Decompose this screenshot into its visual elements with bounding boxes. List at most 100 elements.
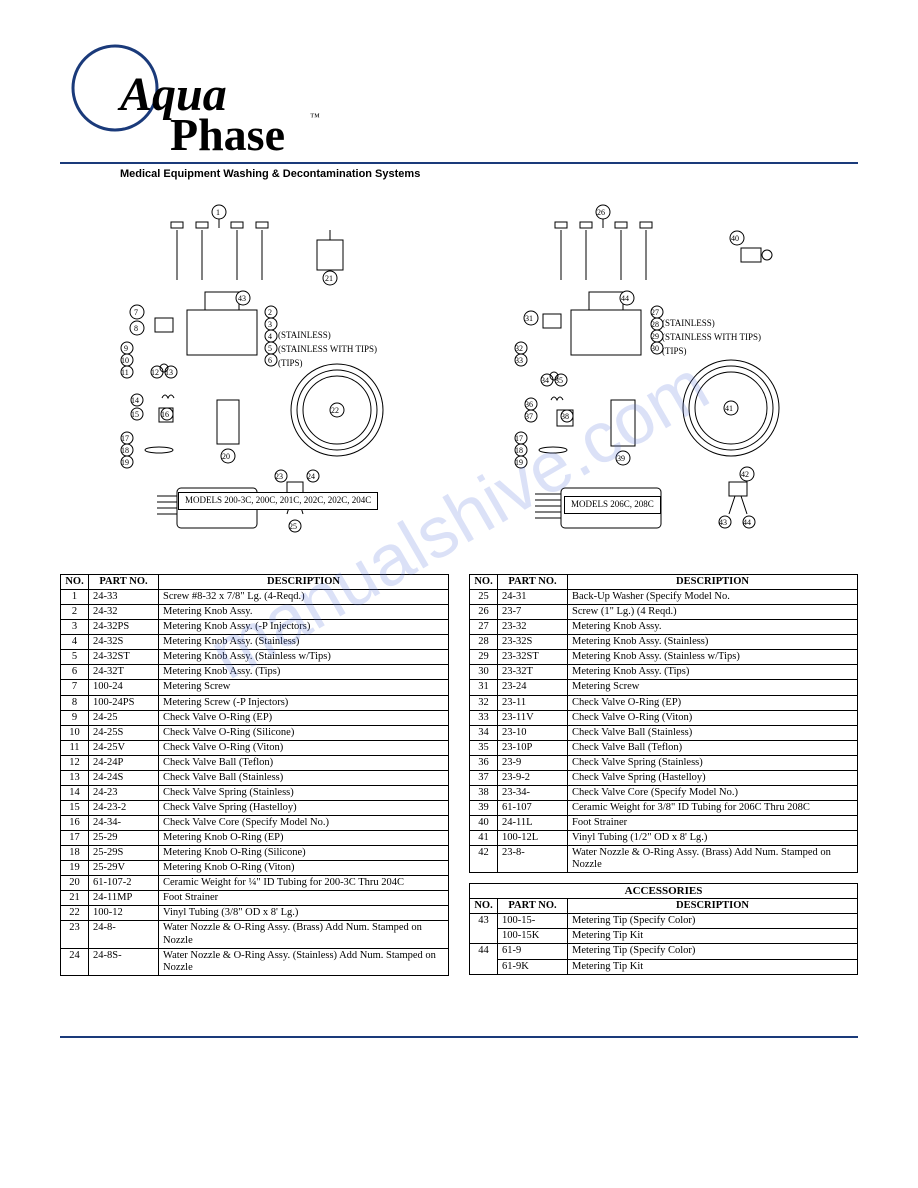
svg-text:2: 2: [268, 308, 272, 317]
label-stainless-tips: (STAINLESS WITH TIPS): [278, 344, 377, 354]
table-row: 2923-32STMetering Knob Assy. (Stainless …: [470, 650, 858, 665]
cell-no: 21: [61, 891, 89, 906]
cell-no: 4: [61, 635, 89, 650]
table-row: 1424-23Check Valve Spring (Stainless): [61, 785, 449, 800]
cell-no: 25: [470, 590, 498, 605]
table-row: 1825-29SMetering Knob O-Ring (Silicone): [61, 846, 449, 861]
table-row: 2424-8S-Water Nozzle & O-Ring Assy. (Sta…: [61, 948, 449, 975]
svg-text:4: 4: [268, 332, 272, 341]
cell-partno: 23-10P: [498, 740, 568, 755]
cell-desc: Check Valve Ball (Stainless): [159, 770, 449, 785]
svg-text:44: 44: [621, 294, 629, 303]
cell-partno: 61-107-2: [89, 876, 159, 891]
table-row: 1524-23-2Check Valve Spring (Hastelloy): [61, 800, 449, 815]
cell-desc: Ceramic Weight for 3/8" ID Tubing for 20…: [568, 800, 858, 815]
table-row: 1925-29VMetering Knob O-Ring (Viton): [61, 861, 449, 876]
svg-text:18: 18: [515, 446, 523, 455]
cell-desc: Vinyl Tubing (1/2" OD x 8' Lg.): [568, 831, 858, 846]
cell-partno: 24-11L: [498, 816, 568, 831]
cell-no: 32: [470, 695, 498, 710]
cell-no: 7: [61, 680, 89, 695]
col-pn: PART NO.: [498, 899, 568, 914]
table-row: 1725-29Metering Knob O-Ring (EP): [61, 831, 449, 846]
cell-no: 30: [470, 665, 498, 680]
cell-no: 42: [470, 846, 498, 873]
cell-desc: Metering Knob Assy.: [159, 605, 449, 620]
table-row: 624-32TMetering Knob Assy. (Tips): [61, 665, 449, 680]
cell-desc: Metering Tip Kit: [568, 959, 858, 974]
cell-no: 8: [61, 695, 89, 710]
cell-partno: 23-11V: [498, 710, 568, 725]
svg-text:14: 14: [131, 396, 139, 405]
cell-partno: 23-11: [498, 695, 568, 710]
cell-no: 29: [470, 650, 498, 665]
cell-partno: 23-9-2: [498, 770, 568, 785]
cell-no: 33: [470, 710, 498, 725]
cell-partno: 24-32S: [89, 635, 159, 650]
cell-desc: Back-Up Washer (Specify Model No.: [568, 590, 858, 605]
cell-partno: 24-24P: [89, 755, 159, 770]
table-row: 1624-34-Check Valve Core (Specify Model …: [61, 816, 449, 831]
table-row: 524-32STMetering Knob Assy. (Stainless w…: [61, 650, 449, 665]
table-row: 324-32PSMetering Knob Assy. (-P Injector…: [61, 620, 449, 635]
cell-no: 19: [61, 861, 89, 876]
label-tips-r: (TIPS): [662, 346, 687, 356]
cell-desc: Metering Knob Assy. (Stainless w/Tips): [159, 650, 449, 665]
cell-partno: 24-23: [89, 785, 159, 800]
cell-desc: Metering Knob O-Ring (Viton): [159, 861, 449, 876]
svg-text:25: 25: [289, 522, 297, 531]
table-row: 100-15KMetering Tip Kit: [470, 929, 858, 944]
cell-desc: Check Valve O-Ring (EP): [568, 695, 858, 710]
col-desc: DESCRIPTION: [568, 575, 858, 590]
cell-no: 39: [470, 800, 498, 815]
cell-desc: Check Valve O-Ring (EP): [159, 710, 449, 725]
svg-text:42: 42: [741, 470, 749, 479]
cell-desc: Metering Screw: [568, 680, 858, 695]
label-tips: (TIPS): [278, 358, 303, 368]
cell-desc: Foot Strainer: [159, 891, 449, 906]
svg-text:27: 27: [651, 308, 659, 317]
svg-text:19: 19: [121, 458, 129, 467]
cell-no: 35: [470, 740, 498, 755]
cell-desc: Check Valve O-Ring (Viton): [568, 710, 858, 725]
svg-text:43: 43: [719, 518, 727, 527]
cell-partno: 24-32T: [89, 665, 159, 680]
cell-partno: 23-32S: [498, 635, 568, 650]
svg-text:Phase: Phase: [170, 109, 285, 160]
cell-no: 37: [470, 770, 498, 785]
table-row: 2723-32Metering Knob Assy.: [470, 620, 858, 635]
svg-text:32: 32: [515, 344, 523, 353]
table-row: 424-32SMetering Knob Assy. (Stainless): [61, 635, 449, 650]
svg-text:29: 29: [651, 332, 659, 341]
cell-no: 38: [470, 785, 498, 800]
table-row: 3623-9Check Valve Spring (Stainless): [470, 755, 858, 770]
cell-desc: Metering Tip (Specify Color): [568, 914, 858, 929]
svg-text:34: 34: [541, 376, 549, 385]
cell-partno: 23-8-: [498, 846, 568, 873]
cell-desc: Check Valve O-Ring (Silicone): [159, 725, 449, 740]
cell-no: 31: [470, 680, 498, 695]
col-pn: PART NO.: [89, 575, 159, 590]
svg-text:3: 3: [268, 320, 272, 329]
cell-no: 22: [61, 906, 89, 921]
parts-table-left: NO. PART NO. DESCRIPTION 124-33Screw #8-…: [60, 574, 449, 976]
cell-no: 41: [470, 831, 498, 846]
cell-no: 23: [61, 921, 89, 948]
cell-no: 20: [61, 876, 89, 891]
table-row: 41100-12LVinyl Tubing (1/2" OD x 8' Lg.): [470, 831, 858, 846]
cell-desc: Foot Strainer: [568, 816, 858, 831]
cell-partno: 23-34-: [498, 785, 568, 800]
col-pn: PART NO.: [498, 575, 568, 590]
table-row: 43100-15-Metering Tip (Specify Color): [470, 914, 858, 929]
table-row: 924-25Check Valve O-Ring (EP): [61, 710, 449, 725]
svg-text:17: 17: [515, 434, 523, 443]
cell-no: 10: [61, 725, 89, 740]
svg-text:™: ™: [310, 112, 320, 123]
diagram-right: 26 40 44 31 27 28 29 30: [464, 200, 858, 560]
models-box-left: MODELS 200-3C, 200C, 201C, 202C, 202C, 2…: [178, 492, 378, 510]
cell-partno: 100-15-: [498, 914, 568, 929]
svg-text:37: 37: [525, 412, 533, 421]
cell-desc: Ceramic Weight for ¼" ID Tubing for 200-…: [159, 876, 449, 891]
svg-text:15: 15: [131, 410, 139, 419]
svg-text:18: 18: [121, 446, 129, 455]
